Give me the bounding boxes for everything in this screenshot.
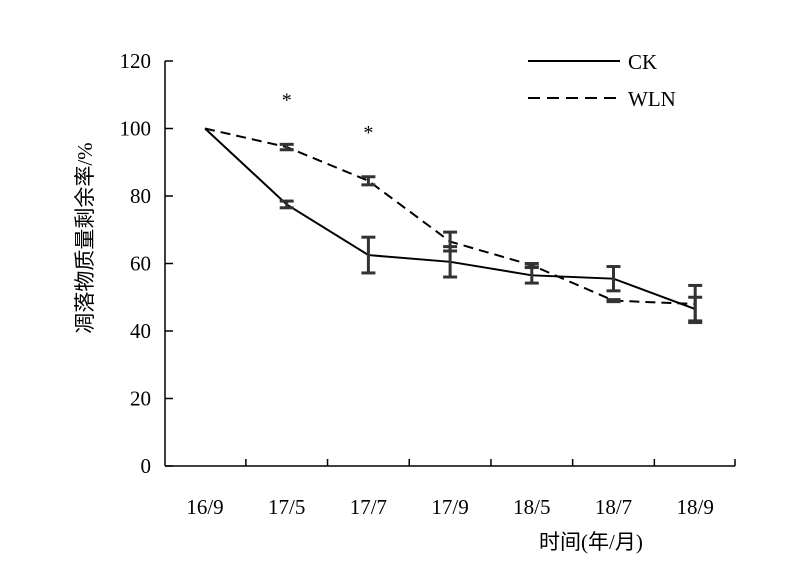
error-bar xyxy=(279,142,294,152)
y-tick-label: 20 xyxy=(130,387,151,411)
legend-label: CK xyxy=(628,50,657,74)
x-tick-label: 17/7 xyxy=(350,495,387,519)
x-tick-label: 18/7 xyxy=(595,495,632,519)
annotations: ** xyxy=(282,89,374,143)
x-tick-label: 18/5 xyxy=(513,495,550,519)
y-tick-label: 0 xyxy=(141,454,152,478)
legend-item-wln: WLN xyxy=(528,87,676,111)
y-tick-label: 60 xyxy=(130,252,151,276)
series-layer xyxy=(204,127,703,325)
x-tick-label: 17/9 xyxy=(431,495,468,519)
error-bar xyxy=(443,230,458,253)
series-line-ck xyxy=(204,127,696,310)
x-tick-label: 18/9 xyxy=(677,495,714,519)
y-tick-label: 80 xyxy=(130,184,151,208)
series-ck xyxy=(204,127,703,323)
x-tick-label: 16/9 xyxy=(186,495,223,519)
legend-item-ck: CK xyxy=(528,50,657,74)
x-ticks: 16/9 17/5 17/7 17/9 18/5 18/7 18/9 xyxy=(186,459,736,519)
x-axis-label: 时间(年/月) xyxy=(539,530,643,554)
x-tick-label: 17/5 xyxy=(268,495,305,519)
error-bar xyxy=(606,298,621,304)
y-axis-label: 凋落物质量剩余率/% xyxy=(73,142,97,333)
y-tick-label: 120 xyxy=(120,49,152,73)
series-wln xyxy=(204,127,703,325)
y-tick-label: 100 xyxy=(120,117,152,141)
significance-marker: * xyxy=(363,122,373,144)
error-bar xyxy=(361,175,376,187)
error-bar xyxy=(279,199,294,210)
error-bar xyxy=(606,265,621,293)
significance-marker: * xyxy=(282,89,292,111)
error-bar xyxy=(524,262,539,269)
y-tick-label: 40 xyxy=(130,319,151,343)
axes: 0 20 40 60 80 100 120 16/9 17/5 17/7 17/9 18/5 18/7… xyxy=(120,49,736,519)
error-bar xyxy=(688,283,703,325)
legend-label: WLN xyxy=(628,87,676,111)
error-bar xyxy=(361,235,376,275)
legend: CK WLN xyxy=(528,50,676,111)
y-ticks: 0 20 40 60 80 100 120 xyxy=(120,49,173,478)
